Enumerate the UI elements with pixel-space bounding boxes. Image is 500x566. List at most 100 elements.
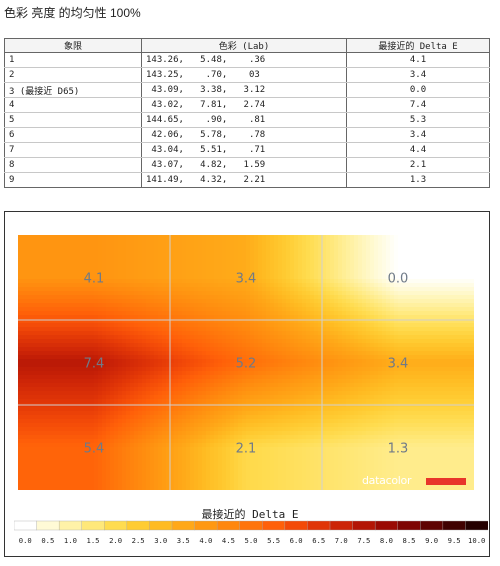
cell-delta-e: 4.4: [346, 142, 490, 158]
colorbar-swatch: [397, 520, 421, 531]
cell-delta-e: 3.4: [346, 127, 490, 143]
cell-quadrant: 7: [4, 142, 142, 158]
colorbar-tick-label: 6.5: [312, 536, 325, 545]
colorbar-swatch: [262, 520, 286, 531]
brand-logo-bar: [426, 478, 466, 485]
heatmap-cell-label: 4.1: [84, 272, 105, 287]
colorbar-tick-label: 9.0: [425, 536, 438, 545]
heatmap-cell-label: 7.4: [84, 357, 105, 372]
uniformity-table: 象限 色彩 (Lab) 最接近的 Delta E 1 143.26, 5.48, …: [4, 38, 490, 188]
page-title: 色彩 亮度 的均匀性 100%: [4, 6, 141, 20]
colorbar-swatch: [374, 520, 399, 531]
colorbar-tick-label: 10.0: [468, 536, 485, 545]
heatmap-cell-label: 0.0: [388, 272, 409, 287]
header-delta-e: 最接近的 Delta E: [346, 38, 490, 53]
cell-delta-e: 5.3: [346, 112, 490, 128]
table-row: 1 143.26, 5.48, .36 4.1: [4, 52, 490, 68]
cell-lab: 42.06, 5.78, .78: [141, 127, 347, 143]
cell-lab: 141.49, 4.32, 2.21: [141, 172, 347, 188]
table-row: 6 42.06, 5.78, .78 3.4: [4, 127, 490, 143]
heatmap-cell-label: 3.4: [236, 272, 257, 287]
colorbar-swatch: [149, 520, 173, 531]
colorbar-swatch: [465, 520, 488, 531]
colorbar-tick-label: 8.5: [403, 536, 416, 545]
colorbar-swatch: [284, 520, 308, 531]
colorbar-swatch: [442, 520, 466, 531]
cell-quadrant: 6: [4, 127, 142, 143]
table-row: 9 141.49, 4.32, 2.21 1.3: [4, 172, 490, 188]
colorbar-tick-label: 4.0: [199, 536, 212, 545]
heatmap-cell-label: 2.1: [236, 442, 257, 457]
colorbar-tick-label: 6.0: [290, 536, 303, 545]
cell-delta-e: 4.1: [346, 52, 490, 68]
table-header-row: 象限 色彩 (Lab) 最接近的 Delta E: [4, 38, 490, 53]
cell-lab: 143.26, 5.48, .36: [141, 52, 347, 68]
heatmap-frame: [4, 211, 490, 557]
heatmap-cell-label: 5.4: [84, 442, 105, 457]
table-row: 2 143.25, .70, 03 3.4: [4, 67, 490, 83]
cell-delta-e: 1.3: [346, 172, 490, 188]
table-row: 3 (最接近 D65) 43.09, 3.38, 3.12 0.0: [4, 82, 490, 98]
colorbar-tick-label: 0.5: [41, 536, 54, 545]
colorbar-swatch: [126, 520, 150, 531]
cell-delta-e: 3.4: [346, 67, 490, 83]
colorbar: 0.0 0.5 1.0 1.5 2.0 2.5 3.0 3.5 4.0 4.5 5.0 5.5 6.0 6…: [14, 520, 488, 545]
cell-lab: 43.02, 7.81, 2.74: [141, 97, 347, 113]
colorbar-title: 最接近的 Delta E: [201, 508, 299, 521]
cell-lab: 143.25, .70, 03: [141, 67, 347, 83]
cell-quadrant: 3 (最接近 D65): [4, 82, 142, 98]
colorbar-swatch: [36, 520, 60, 531]
colorbar-tick-label: 1.5: [87, 536, 100, 545]
table-row: 7 43.04, 5.51, .71 4.4: [4, 142, 490, 158]
heatmap-field: [18, 235, 474, 490]
cell-delta-e: 7.4: [346, 97, 490, 113]
colorbar-swatch: [104, 520, 128, 531]
colorbar-tick-label: 9.5: [448, 536, 461, 545]
colorbar-swatch: [352, 520, 376, 531]
colorbar-swatch: [194, 520, 218, 531]
cell-quadrant: 1: [4, 52, 142, 68]
colorbar-tick-label: 7.5: [357, 536, 370, 545]
colorbar-tick-label: 7.0: [335, 536, 348, 545]
heatmap-cell-label: 3.4: [388, 357, 409, 372]
cell-quadrant: 2: [4, 67, 142, 83]
table-row: 5 144.65, .90, .81 5.3: [4, 112, 490, 128]
heatmap-cell-label: 5.2: [236, 357, 257, 372]
cell-delta-e: 2.1: [346, 157, 490, 173]
colorbar-tick-label: 5.0: [245, 536, 258, 545]
colorbar-swatch: [14, 520, 38, 531]
colorbar-tick-label: 8.0: [380, 536, 393, 545]
table-row: 4 43.02, 7.81, 2.74 7.4: [4, 97, 490, 113]
colorbar-swatch: [216, 520, 241, 531]
cell-quadrant: 9: [4, 172, 142, 188]
colorbar-tick-label: 3.5: [177, 536, 190, 545]
header-lab: 色彩 (Lab): [141, 38, 347, 53]
header-quadrant: 象限: [4, 38, 142, 53]
cell-delta-e: 0.0: [346, 82, 490, 98]
colorbar-swatch: [307, 520, 331, 531]
colorbar-tick-label: 0.0: [19, 536, 32, 545]
cell-quadrant: 5: [4, 112, 142, 128]
cell-lab: 43.07, 4.82, 1.59: [141, 157, 347, 173]
colorbar-swatch: [171, 520, 196, 531]
cell-lab: 144.65, .90, .81: [141, 112, 347, 128]
colorbar-tick-label: 2.0: [109, 536, 122, 545]
colorbar-swatch: [239, 520, 263, 531]
colorbar-swatch: [329, 520, 354, 531]
colorbar-tick-label: 5.5: [267, 536, 280, 545]
colorbar-tick-label: 3.0: [154, 536, 167, 545]
colorbar-swatch: [420, 520, 444, 531]
table-row: 8 43.07, 4.82, 1.59 2.1: [4, 157, 490, 173]
heatmap-cell-label: 1.3: [388, 442, 409, 457]
colorbar-swatch: [81, 520, 105, 531]
cell-quadrant: 8: [4, 157, 142, 173]
colorbar-swatch: [58, 520, 83, 531]
colorbar-tick-label: 2.5: [132, 536, 145, 545]
brand-logo-text: datacolor: [362, 474, 412, 487]
cell-quadrant: 4: [4, 97, 142, 113]
uniformity-heatmap: 4.1 3.4 0.0 7.4 5.2 3.4 5.4 2.1 1.3: [18, 235, 474, 490]
colorbar-tick-label: 1.0: [64, 536, 77, 545]
cell-lab: 43.09, 3.38, 3.12: [141, 82, 347, 98]
colorbar-tick-label: 4.5: [222, 536, 235, 545]
cell-lab: 43.04, 5.51, .71: [141, 142, 347, 158]
